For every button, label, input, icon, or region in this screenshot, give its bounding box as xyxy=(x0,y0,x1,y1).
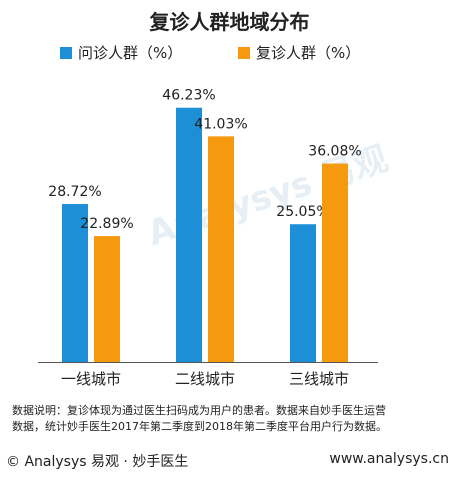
legend: 问诊人群（%） 复诊人群（%） xyxy=(0,42,459,64)
legend-label-revisit: 复诊人群（%） xyxy=(256,44,361,62)
data-label-revisit-1: 41.03% xyxy=(194,116,247,132)
bar-chart: Analysys 易观28.72%22.89%一线城市46.23%41.03%二… xyxy=(38,88,393,388)
bar-revisit-2 xyxy=(322,163,348,362)
x-tick-label-2: 三线城市 xyxy=(289,370,349,388)
bar-inquiry-2 xyxy=(290,224,316,362)
data-label-inquiry-1: 46.23% xyxy=(162,88,215,104)
x-tick-label-1: 二线城市 xyxy=(175,370,235,388)
bar-inquiry-0 xyxy=(62,204,88,362)
data-note-line-1: 数据说明：复诊体现为通过医生扫码成为用户的患者。数据来自妙手医生运营 xyxy=(12,404,386,417)
legend-label-inquiry: 问诊人群（%） xyxy=(78,44,183,62)
legend-item-inquiry: 问诊人群（%） xyxy=(60,42,182,63)
bar-revisit-0 xyxy=(94,236,120,362)
data-note-line-2: 数据，统计妙手医生2017年第二季度到2018年第二季度平台用户行为数据。 xyxy=(12,420,387,433)
legend-item-revisit: 复诊人群（%） xyxy=(238,42,360,63)
footer-copyright: © Analysys 易观 · 妙手医生 xyxy=(6,454,189,470)
data-label-inquiry-0: 28.72% xyxy=(48,184,101,200)
x-tick-label-0: 一线城市 xyxy=(61,370,121,388)
data-label-revisit-0: 22.89% xyxy=(80,216,133,232)
legend-swatch-inquiry xyxy=(60,46,72,59)
bar-inquiry-1 xyxy=(176,107,202,362)
legend-swatch-revisit xyxy=(238,46,250,59)
data-label-revisit-2: 36.08% xyxy=(308,144,361,160)
bar-revisit-1 xyxy=(208,136,234,362)
footer-url: www.analysys.cn xyxy=(329,451,449,467)
data-label-inquiry-2: 25.05% xyxy=(276,204,329,220)
chart-title: 复诊人群地域分布 xyxy=(149,10,310,34)
data-note: 数据说明：复诊体现为通过医生扫码成为用户的患者。数据来自妙手医生运营 数据，统计… xyxy=(12,403,452,435)
